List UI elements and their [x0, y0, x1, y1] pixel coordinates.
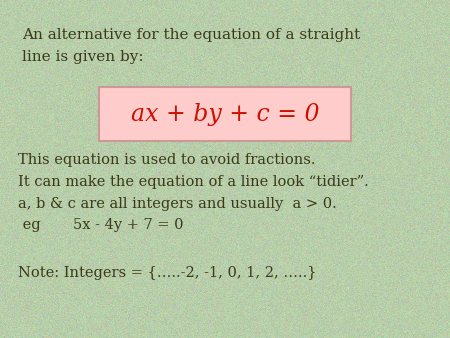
Text: line is given by:: line is given by: — [22, 50, 144, 64]
FancyBboxPatch shape — [99, 87, 351, 141]
Text: eg       5x - 4y + 7 = 0: eg 5x - 4y + 7 = 0 — [18, 218, 184, 232]
Text: a, b & c are all integers and usually  a > 0.: a, b & c are all integers and usually a … — [18, 197, 337, 211]
Text: Note: Integers = {…..-2, -1, 0, 1, 2, …..}: Note: Integers = {…..-2, -1, 0, 1, 2, ….… — [18, 266, 316, 280]
Text: ax + by + c = 0: ax + by + c = 0 — [131, 102, 319, 125]
Text: This equation is used to avoid fractions.: This equation is used to avoid fractions… — [18, 153, 315, 167]
Text: It can make the equation of a line look “tidier”.: It can make the equation of a line look … — [18, 175, 369, 189]
Text: An alternative for the equation of a straight: An alternative for the equation of a str… — [22, 28, 360, 42]
